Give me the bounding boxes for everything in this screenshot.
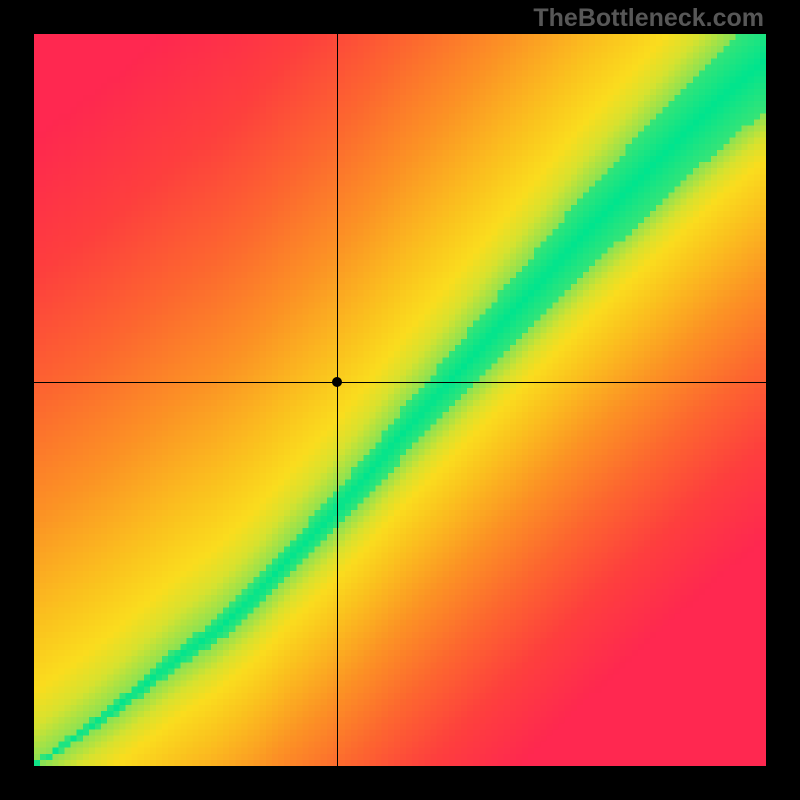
crosshair-horizontal [34,382,766,383]
bottleneck-heatmap [34,34,766,766]
crosshair-vertical [337,34,338,766]
watermark-text: TheBottleneck.com [533,4,764,33]
chart-container: TheBottleneck.com [0,0,800,800]
